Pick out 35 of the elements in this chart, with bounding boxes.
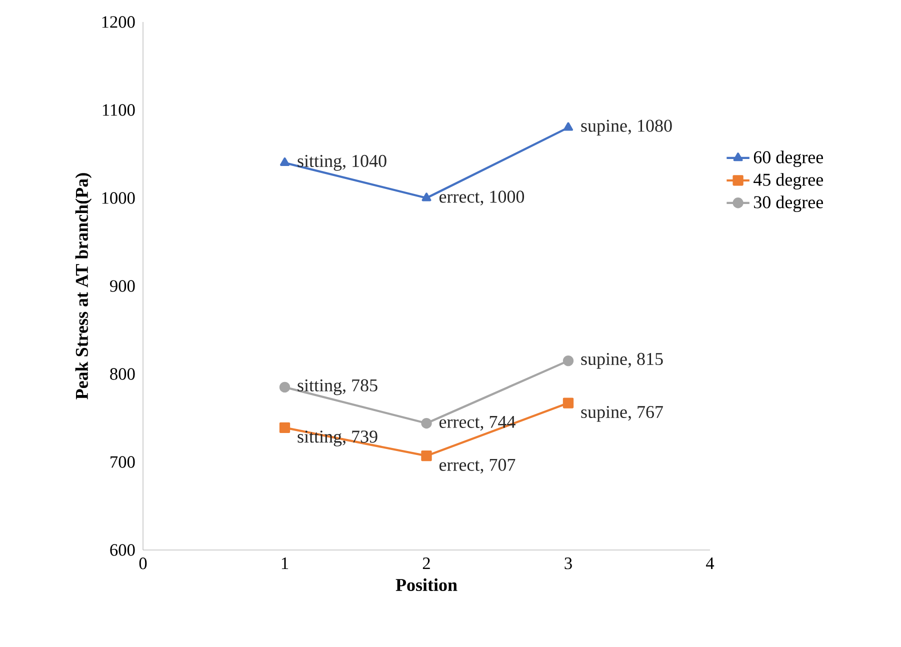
data-label: supine, 815 <box>581 352 663 369</box>
point <box>280 157 290 166</box>
point <box>562 355 574 366</box>
y-tick-label: 1100 <box>102 104 135 116</box>
data-label: errect, 1000 <box>439 190 524 206</box>
x-axis-title: Position <box>396 578 458 592</box>
data-label: sitting, 739 <box>298 430 378 446</box>
x-tick-label: 4 <box>706 558 714 569</box>
data-label: supine, 767 <box>581 406 663 422</box>
point <box>279 382 290 393</box>
x-tick-label: 0 <box>139 558 147 570</box>
point <box>279 422 290 434</box>
point <box>562 398 574 408</box>
data-label: errect, 707 <box>439 458 516 474</box>
y-tick-label: 600 <box>110 544 135 556</box>
data-label: supine, 1080 <box>581 120 672 136</box>
data-label: sitting, 785 <box>298 379 378 396</box>
point <box>421 418 432 429</box>
y-tick-label: 1200 <box>102 16 135 28</box>
legend-label: 45 degree <box>754 173 823 190</box>
y-tick-label: 1000 <box>102 192 135 204</box>
y-axis-title: Peak Stress at AT branch(Pa) <box>75 173 92 400</box>
x-tick-label: 2 <box>422 558 430 570</box>
data-label: errect, 744 <box>439 416 516 431</box>
legend-label: 60 degree <box>754 150 823 168</box>
y-tick-label: 800 <box>110 368 135 380</box>
data-label: sitting, 1040 <box>298 154 386 171</box>
x-tick-label: 1 <box>282 558 288 569</box>
legend-label: 30 degree <box>754 196 823 212</box>
x-tick-label: 3 <box>564 558 572 570</box>
y-tick-label: 900 <box>110 280 135 292</box>
point <box>563 122 574 131</box>
y-tick-label: 700 <box>110 456 135 468</box>
point <box>421 450 432 462</box>
point <box>422 192 432 202</box>
